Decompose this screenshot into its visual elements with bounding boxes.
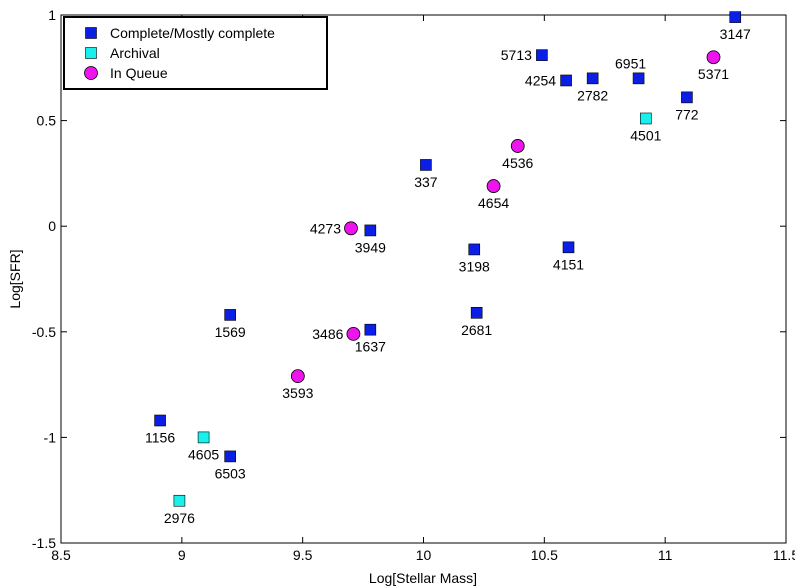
- data-point: [486, 179, 501, 193]
- point-label: 4254: [525, 72, 556, 88]
- x-axis-label: Log[Stellar Mass]: [369, 570, 477, 586]
- point-label: 4273: [310, 220, 341, 236]
- point-label: 6951: [615, 55, 646, 71]
- data-point: [290, 369, 305, 384]
- data-point: [640, 112, 652, 125]
- data-point: [632, 72, 645, 85]
- data-point: [344, 221, 358, 236]
- x-tick-label: 11.5: [773, 547, 795, 563]
- point-label: 2782: [577, 87, 608, 103]
- x-tick-label: 9.5: [293, 547, 313, 563]
- legend-marker: [85, 27, 97, 39]
- data-point: [346, 327, 361, 341]
- y-tick-label: 0.5: [37, 113, 57, 129]
- point-label: 4605: [188, 446, 219, 462]
- data-point: [536, 49, 548, 61]
- x-tick-label: 11: [658, 547, 673, 563]
- y-tick-label: 0: [48, 218, 56, 234]
- point-label: 5371: [698, 66, 729, 82]
- y-tick-label: -1.5: [32, 535, 56, 551]
- y-tick-label: 1: [48, 7, 56, 23]
- data-points: 3147 5713 4254 2782 6951 772 337 3949 3198 4151 15…: [145, 11, 751, 526]
- data-point: [560, 74, 572, 87]
- legend-entry: In Queue: [110, 65, 168, 81]
- plot-area: [60, 14, 787, 544]
- x-tick-label: 10: [416, 547, 432, 563]
- data-point: [197, 431, 210, 444]
- legend: Complete/Mostly complete Archival In Queue: [63, 16, 328, 90]
- x-tick-label: 8.5: [51, 547, 71, 563]
- data-point: [468, 243, 481, 256]
- point-label: 337: [414, 174, 438, 190]
- data-point: [173, 494, 186, 507]
- legend-marker: [84, 66, 98, 80]
- point-label: 3486: [312, 326, 343, 342]
- legend-box: [63, 16, 328, 90]
- point-label: 772: [675, 106, 699, 122]
- x-tick-label: 9: [178, 547, 186, 563]
- point-label: 4654: [478, 195, 509, 211]
- point-label: 4536: [502, 155, 533, 171]
- point-label: 4501: [630, 127, 661, 143]
- point-label: 6503: [215, 465, 246, 481]
- y-tick-label: -1: [44, 429, 57, 445]
- point-label: 3593: [282, 385, 313, 401]
- data-point: [586, 72, 599, 85]
- data-point: [154, 414, 166, 427]
- point-label: 3147: [720, 26, 751, 42]
- y-tick-label: -0.5: [32, 324, 56, 340]
- point-label: 5713: [501, 47, 532, 63]
- data-point: [562, 241, 575, 254]
- legend-marker: [85, 47, 97, 59]
- point-label: 3949: [355, 239, 386, 255]
- point-label: 2681: [461, 322, 492, 338]
- data-point: [224, 450, 236, 463]
- x-tick-label: 10.5: [531, 547, 558, 563]
- data-point: [420, 159, 432, 171]
- point-label: 1156: [145, 430, 175, 446]
- data-point: [364, 323, 377, 336]
- point-label: 4151: [553, 256, 584, 272]
- point-label: 1569: [215, 324, 246, 340]
- point-label: 1637: [355, 339, 386, 355]
- data-point: [224, 309, 236, 321]
- legend-entry: Archival: [110, 45, 160, 61]
- point-label: 3198: [459, 258, 490, 274]
- data-point: [681, 91, 693, 104]
- point-label: 2976: [164, 510, 195, 526]
- legend-entry: Complete/Mostly complete: [110, 25, 275, 41]
- data-point: [470, 306, 483, 319]
- data-point: [364, 224, 377, 237]
- data-point: [510, 139, 525, 153]
- axis-ticks: 8.5 9 9.5 10 10.5 11 11.5 -1.5 -1 -0.5 0 0.5 1: [32, 7, 795, 563]
- data-point: [729, 11, 742, 23]
- data-point: [706, 50, 721, 65]
- y-axis-label: Log[SFR]: [7, 249, 23, 308]
